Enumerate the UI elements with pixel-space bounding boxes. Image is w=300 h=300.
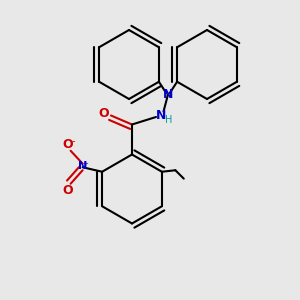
Text: O: O (62, 138, 73, 151)
Text: N: N (163, 88, 173, 101)
Text: -: - (71, 136, 75, 146)
Text: N: N (156, 109, 167, 122)
Text: N: N (78, 161, 87, 171)
Text: H: H (165, 115, 172, 125)
Text: O: O (98, 106, 109, 120)
Text: O: O (62, 184, 73, 197)
Text: +: + (82, 161, 88, 167)
